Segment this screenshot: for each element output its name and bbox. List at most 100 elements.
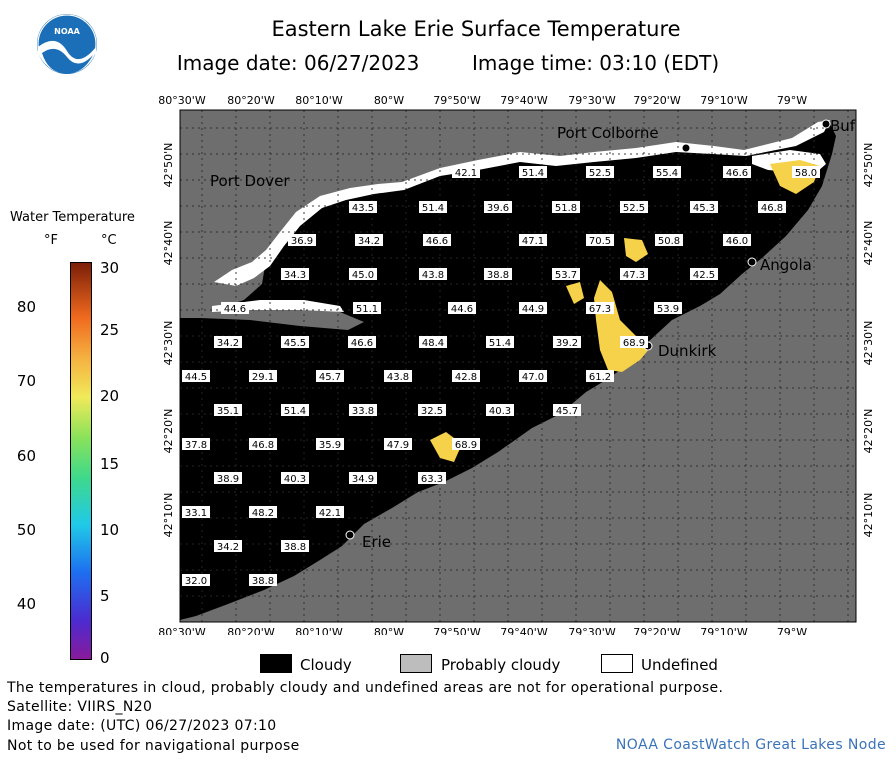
temperature-value: 48.4 — [422, 338, 444, 349]
temperature-value: 51.4 — [422, 203, 444, 214]
city-marker — [681, 143, 691, 153]
temperature-value: 34.9 — [352, 474, 374, 485]
temperature-box — [586, 234, 614, 246]
undefined-shoreline — [214, 120, 830, 286]
temperature-box — [586, 302, 614, 314]
temperature-value: 52.5 — [623, 203, 645, 214]
temperature-box — [690, 268, 718, 280]
temperature-box — [552, 268, 580, 280]
lon-label-bottom: 79°50'W — [433, 626, 481, 635]
temperature-box — [249, 574, 277, 586]
temperature-value: 67.3 — [589, 304, 611, 315]
temperature-value: 44.6 — [224, 304, 246, 315]
temperature-box — [723, 234, 751, 246]
temperature-value: 37.8 — [185, 440, 207, 451]
temperature-value: 68.9 — [623, 338, 645, 349]
lon-label-top: 80°20'W — [227, 94, 275, 107]
temperature-box — [418, 404, 446, 416]
legend-title: Water Temperature — [10, 210, 135, 225]
temperature-box — [553, 336, 581, 348]
temperature-box — [214, 336, 242, 348]
temperature-box — [349, 268, 377, 280]
temperature-box — [452, 370, 480, 382]
temperature-value: 51.4 — [522, 168, 544, 179]
temperature-value: 47.1 — [522, 236, 544, 247]
place-label: Angola — [760, 256, 812, 274]
temperature-box — [348, 336, 376, 348]
temperature-box — [654, 302, 682, 314]
temperature-box — [484, 268, 512, 280]
temperature-box — [182, 506, 210, 518]
temperature-box — [519, 234, 547, 246]
temperature-box — [355, 234, 383, 246]
temperature-box — [214, 472, 242, 484]
temperature-value: 35.9 — [319, 440, 341, 451]
temperature-value: 38.8 — [252, 576, 274, 587]
lon-label-top: 79°W — [777, 94, 807, 107]
lat-label-left: 42°20'N — [162, 409, 175, 454]
disclaimer-text: The temperatures in cloud, probably clou… — [7, 680, 724, 696]
temperature-value: 33.1 — [185, 508, 207, 519]
temperature-box — [182, 438, 210, 450]
temperature-value: 51.4 — [489, 338, 511, 349]
lat-label-right: 42°30'N — [862, 321, 875, 366]
temperature-value: 48.2 — [252, 508, 274, 519]
temperature-value: 38.9 — [217, 474, 239, 485]
temperature-value: 43.8 — [387, 372, 409, 383]
lat-label-left: 42°30'N — [162, 321, 175, 366]
map-frame — [179, 109, 857, 623]
temperature-box — [653, 166, 681, 178]
cloudy-swatch — [260, 654, 292, 673]
temperature-box — [484, 201, 512, 213]
temperature-value: 45.7 — [556, 406, 578, 417]
temperature-value: 46.6 — [726, 168, 748, 179]
utc-date-text: Image date: (UTC) 06/27/2023 07:10 — [7, 718, 277, 734]
lat-label-right: 42°50'N — [862, 143, 875, 188]
lon-label-top: 79°30'W — [568, 94, 616, 107]
unit-celsius: °C — [101, 233, 117, 248]
temperature-value: 36.9 — [291, 236, 313, 247]
lake-erie-map: 80°30'W 80°30'W 80°20'W 80°20'W 80°10'W 80°10… — [158, 94, 875, 635]
temperature-value: 44.9 — [522, 304, 544, 315]
temperature-box — [655, 234, 683, 246]
temperature-box — [419, 336, 447, 348]
temperature-value: 45.0 — [352, 270, 374, 281]
temperature-value: 34.2 — [358, 236, 380, 247]
lon-label-top: 80°10'W — [295, 94, 343, 107]
temperature-box — [418, 472, 446, 484]
temperature-value: 44.5 — [185, 372, 207, 383]
f-tick-60: 60 — [16, 447, 36, 465]
temperature-value: 44.6 — [451, 304, 473, 315]
temperature-box — [620, 336, 648, 348]
temperature-box — [349, 201, 377, 213]
lon-label-bottom: 79°30'W — [568, 626, 616, 635]
lon-label-top: 79°20'W — [633, 94, 681, 107]
lat-label-left: 42°10'N — [162, 493, 175, 538]
temperature-value: 38.8 — [487, 270, 509, 281]
temperature-value: 42.1 — [319, 508, 341, 519]
c-tick-30: 30 — [100, 259, 120, 277]
temperature-value: 46.6 — [351, 338, 373, 349]
temperature-box — [214, 404, 242, 416]
temperature-value: 32.5 — [421, 406, 443, 417]
c-tick-0: 0 — [100, 649, 110, 667]
lake-water — [180, 124, 836, 620]
temperature-value: 32.0 — [185, 576, 207, 587]
temperature-value: 53.7 — [555, 270, 577, 281]
temperature-box — [519, 302, 547, 314]
temperature-value: 43.5 — [352, 203, 374, 214]
temperature-value: 43.8 — [422, 270, 444, 281]
temperature-box — [182, 370, 210, 382]
image-time: Image time: 03:10 (EDT) — [472, 51, 720, 75]
temperature-value: 63.3 — [421, 474, 443, 485]
logo-text: NOAA — [54, 27, 80, 36]
temperature-value: 42.5 — [693, 270, 715, 281]
lon-label-top: 80°W — [374, 94, 404, 107]
place-label: Dunkirk — [658, 342, 717, 360]
temperature-box — [288, 234, 316, 246]
temperature-value: 39.6 — [487, 203, 509, 214]
temperature-box — [486, 404, 514, 416]
temperature-box — [586, 166, 614, 178]
c-tick-25: 25 — [100, 321, 120, 339]
lon-label-top: 79°10'W — [700, 94, 748, 107]
